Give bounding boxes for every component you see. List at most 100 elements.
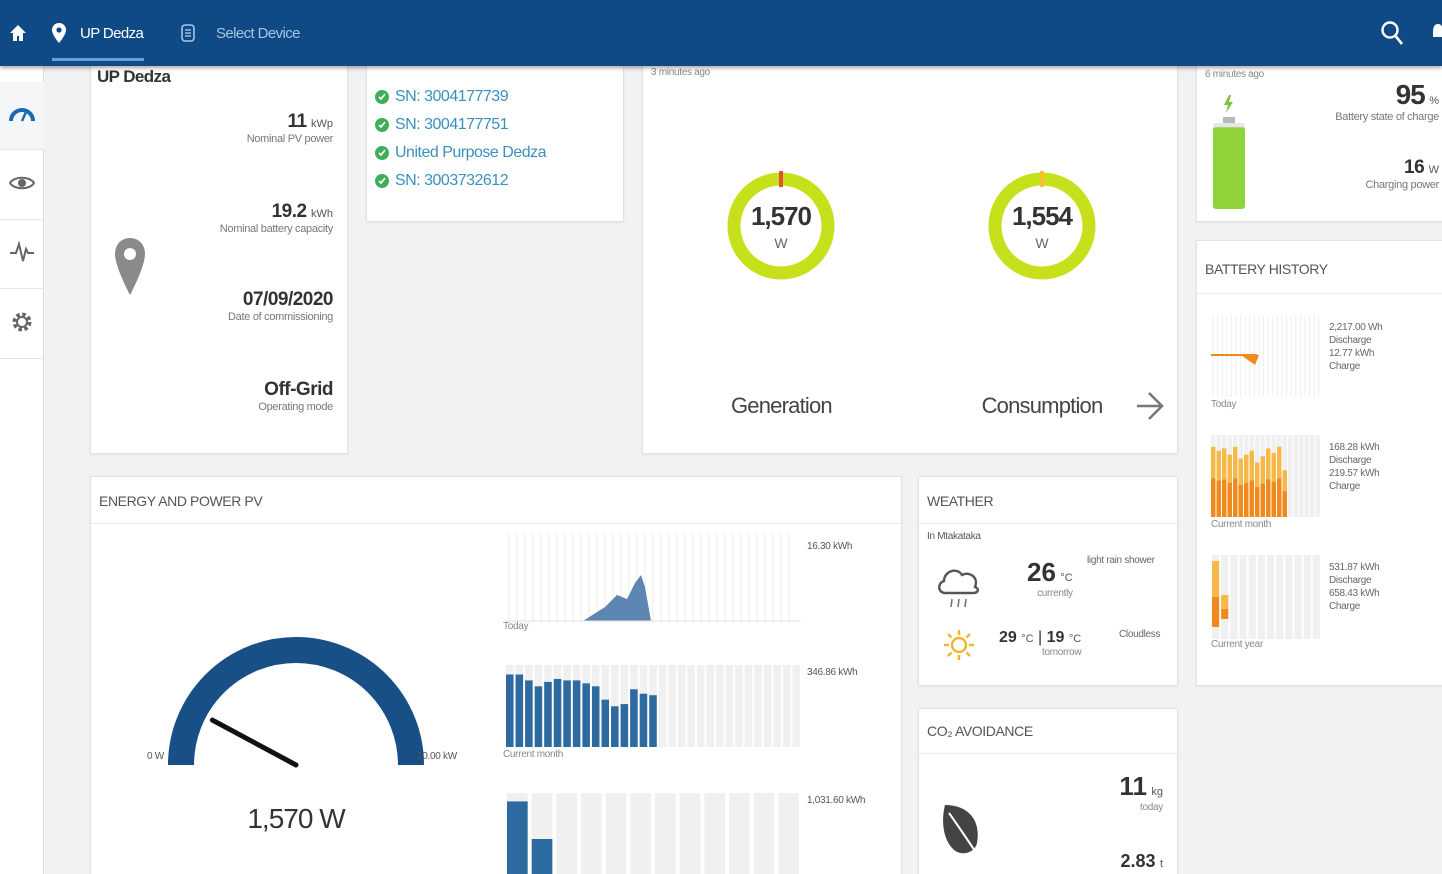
co2-avoidance-card: CO₂ AVOIDANCE 11 kg today 2.83 t xyxy=(918,708,1178,874)
chart-background-column xyxy=(1293,435,1298,517)
device-item[interactable]: SN: 3004177751 xyxy=(375,116,509,134)
battery-month-bar-discharge xyxy=(1244,454,1249,483)
battery-month-bar-discharge xyxy=(1222,448,1227,480)
tomorrow-high: 29 xyxy=(999,629,1017,646)
battery-month-bar-discharge xyxy=(1260,456,1265,484)
pv-month-bar xyxy=(639,693,648,747)
pv-month-bar xyxy=(611,706,619,747)
chart-background-column xyxy=(744,665,753,747)
battery-history-chart-month xyxy=(1211,435,1321,517)
battery-month-bar-charge xyxy=(1227,482,1232,517)
device-item[interactable]: SN: 3004177739 xyxy=(375,88,509,106)
battery-history-chart-today xyxy=(1211,311,1321,401)
co2-total-value: 2.83 xyxy=(1120,851,1156,871)
pv-month-bar xyxy=(563,680,571,747)
battery-month-bar-charge xyxy=(1216,480,1221,517)
chart-background-column xyxy=(735,665,743,747)
chart-background-column xyxy=(1315,435,1320,517)
sidebar-item-settings[interactable] xyxy=(0,291,44,359)
weather-title: WEATHER xyxy=(927,493,994,509)
battery-month-bar-discharge xyxy=(1249,450,1254,481)
charge-value: 12.77 kWh xyxy=(1329,348,1375,359)
gauge-value: 1,570 W xyxy=(247,803,345,834)
sidebar-item-analysis[interactable] xyxy=(0,221,44,289)
dashboard-icon xyxy=(8,104,36,127)
discharge-label: Discharge xyxy=(1329,455,1372,466)
chart-background-column xyxy=(704,793,725,874)
battery-month-bar-discharge xyxy=(1238,458,1243,485)
chart-background-column xyxy=(778,793,799,874)
charging-unit: W xyxy=(1428,164,1439,176)
chart-background-column xyxy=(753,793,775,874)
plant-info-card: UP Dedza 11 kWp Nominal PV power 19.2 kW… xyxy=(90,60,348,454)
gauge-max-label: 10.00 kW xyxy=(417,751,457,762)
tomorrow-temperature: 29 °C | 19 °C tomorrow xyxy=(999,629,1082,658)
pv-today-value: 16.30 kWh xyxy=(807,541,853,552)
battery-month-bar-discharge xyxy=(1227,454,1232,483)
divider xyxy=(1197,293,1442,294)
device-item[interactable]: SN: 3003732612 xyxy=(375,172,509,190)
home-icon[interactable] xyxy=(8,0,28,66)
rain-cloud-icon xyxy=(935,557,983,618)
chart-background-column xyxy=(556,793,577,874)
now-description: light rain shower xyxy=(1087,555,1155,566)
device-label: United Purpose Dedza xyxy=(395,144,546,161)
pv-month-bar xyxy=(515,674,524,747)
tomorrow-unit-high: °C xyxy=(1021,633,1034,645)
battery-month-bar-discharge xyxy=(1271,453,1276,482)
soc-value: 95 xyxy=(1395,79,1426,110)
device-item[interactable]: United Purpose Dedza xyxy=(375,144,546,162)
nominal-pv-power-stat: 11 kWp Nominal PV power xyxy=(133,111,334,145)
consumption-ring: 1,554 W xyxy=(987,151,1097,303)
battery-history-chart-year xyxy=(1211,555,1321,639)
pv-month-chart xyxy=(505,665,801,747)
chart-background-column xyxy=(677,665,686,747)
discharge-label: Discharge xyxy=(1329,335,1372,346)
plant-tab[interactable]: UP Dedza xyxy=(52,0,144,66)
generation-label: Generation xyxy=(731,393,833,418)
search-icon[interactable] xyxy=(1380,0,1404,66)
tomorrow-description: Cloudless xyxy=(1119,629,1161,640)
sidebar-item-monitoring[interactable] xyxy=(0,152,44,220)
discharge-value: 168.28 kWh xyxy=(1329,442,1380,453)
battery-month-bar-discharge xyxy=(1233,446,1238,479)
battery-month-bar-charge xyxy=(1244,482,1249,517)
device-label: SN: 3003732612 xyxy=(395,172,509,189)
notification-bell-icon[interactable] xyxy=(1432,0,1442,66)
battery-month-bar-discharge xyxy=(1211,446,1216,479)
battery-month-bar-discharge xyxy=(1255,462,1260,487)
battery-updated-time: 6 minutes ago xyxy=(1205,69,1264,80)
sidebar-item-dashboard[interactable] xyxy=(0,82,44,150)
pv-month-bar xyxy=(601,699,610,747)
battery-history-period: Current year xyxy=(1211,639,1263,650)
arrow-right-icon[interactable] xyxy=(1135,389,1165,428)
battery-month-bar-charge xyxy=(1282,491,1287,517)
chart-background-column xyxy=(773,665,781,747)
now-label: currently xyxy=(1037,588,1073,599)
chart-background-column xyxy=(1288,435,1293,517)
battery-capacity-stat: 19.2 kWh Nominal battery capacity xyxy=(133,201,334,235)
chart-background-column xyxy=(1257,555,1265,639)
device-label: SN: 3004177751 xyxy=(395,116,509,133)
charge-label: Charge xyxy=(1329,361,1360,372)
battery-status-card: 6 minutes ago 95 % Battery state of char… xyxy=(1196,60,1442,222)
plant-tab-label: UP Dedza xyxy=(80,24,144,42)
device-tab[interactable]: Select Device xyxy=(180,0,301,66)
battery-month-bar-discharge xyxy=(1266,448,1271,480)
chart-background-column xyxy=(1299,435,1304,517)
co2-today-stat: 11 kg today xyxy=(1039,771,1163,813)
pv-month-bar xyxy=(553,678,562,747)
battery-year-bar-charge xyxy=(1212,597,1220,627)
battery-month-bar-charge xyxy=(1277,478,1282,517)
generation-value: 1,570 xyxy=(750,201,812,231)
check-icon xyxy=(375,118,389,132)
pv-month-bar xyxy=(506,674,514,747)
chart-background-column xyxy=(754,665,762,747)
chart-background-column xyxy=(782,665,791,747)
battery-month-bar-charge xyxy=(1271,481,1276,517)
pv-month-bar xyxy=(620,704,629,747)
weather-card: WEATHER In Mtakataka 26 °C currently lig… xyxy=(918,476,1178,686)
chart-background-column xyxy=(1239,555,1247,639)
operating-mode-stat: Off-Grid Operating mode xyxy=(133,379,333,413)
charge-label: Charge xyxy=(1329,601,1360,612)
